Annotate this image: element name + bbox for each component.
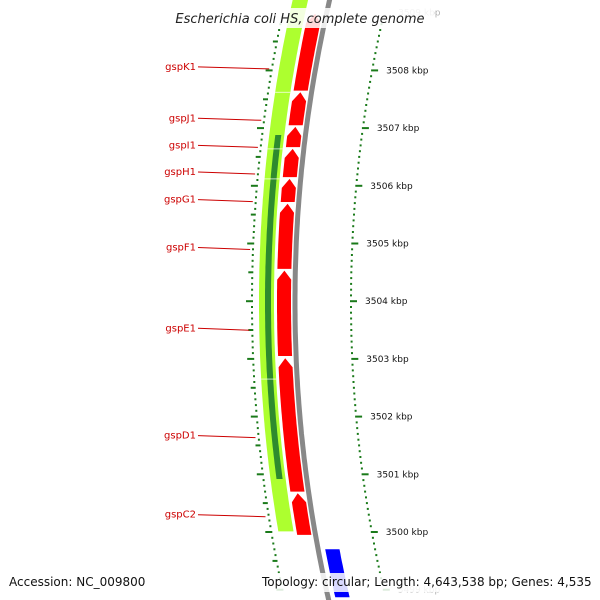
gene-arrow-gspC2 [291,493,312,535]
gene-arrow-gspH1 [282,148,299,178]
scale-label-3501: 3501 kbp [377,470,420,480]
scale-label-3500: 3500 kbp [386,528,429,538]
footer-topology-backdrop [259,573,595,592]
gene-label-gspC2: gspC2 [165,510,196,521]
gene-label-leader [197,117,262,121]
gene-label-leader [197,144,258,148]
forward-gene-track [277,13,321,535]
minor-tick-track-left [246,23,284,591]
feature-band-dark [265,135,283,479]
gene-arrow-gspJ1 [288,92,307,126]
gene-label-gspI1: gspI1 [169,140,196,151]
gene-arrow-gspD1 [278,358,305,492]
gene-arrow-gspG1 [280,178,296,202]
backbone-ring [292,0,333,600]
scale-label-3503: 3503 kbp [366,355,409,365]
scale-label-3502: 3502 kbp [370,413,413,423]
map-title: Escherichia coli HS, complete genome [175,12,424,27]
topology-label: Topology: circular; Length: 4,643,538 bp… [261,575,592,589]
scale-label-3508: 3508 kbp [386,66,429,76]
gene-label-gspD1: gspD1 [164,431,196,442]
gene-arrow-gspI1 [285,126,302,148]
scale-label-3504: 3504 kbp [365,297,408,307]
gene-label-leader [197,199,253,203]
gene-arrow-gspF1 [277,203,294,269]
gene-label-leader [197,171,256,175]
gene-label-gspK1: gspK1 [165,62,196,73]
gene-label-gspJ1: gspJ1 [169,113,196,124]
accession-label: Accession: NC_009800 [9,575,145,589]
gene-label-leader [197,435,256,439]
gene-arrow-gspK1 [293,13,321,91]
gene-label-leader [197,514,266,518]
scale-label-3507: 3507 kbp [377,124,420,134]
gene-label-leader [197,66,270,70]
feature-track [259,0,309,532]
gene-labels: gspK1 gspJ1 gspI1 gspH1 gspG1 gspF1 gspE1 gspD1… [164,62,270,521]
gene-label-gspF1: gspF1 [166,243,196,254]
scale-label-3505: 3505 kbp [366,240,409,250]
gene-label-leader [197,247,251,250]
gene-label-gspG1: gspG1 [164,195,196,206]
gene-label-gspH1: gspH1 [164,167,196,178]
gene-label-gspE1: gspE1 [165,323,196,334]
gene-arrow-gspE1 [277,270,293,356]
scale-label-3506: 3506 kbp [370,182,413,192]
title-backdrop [166,8,434,28]
gene-label-leader [197,327,250,331]
